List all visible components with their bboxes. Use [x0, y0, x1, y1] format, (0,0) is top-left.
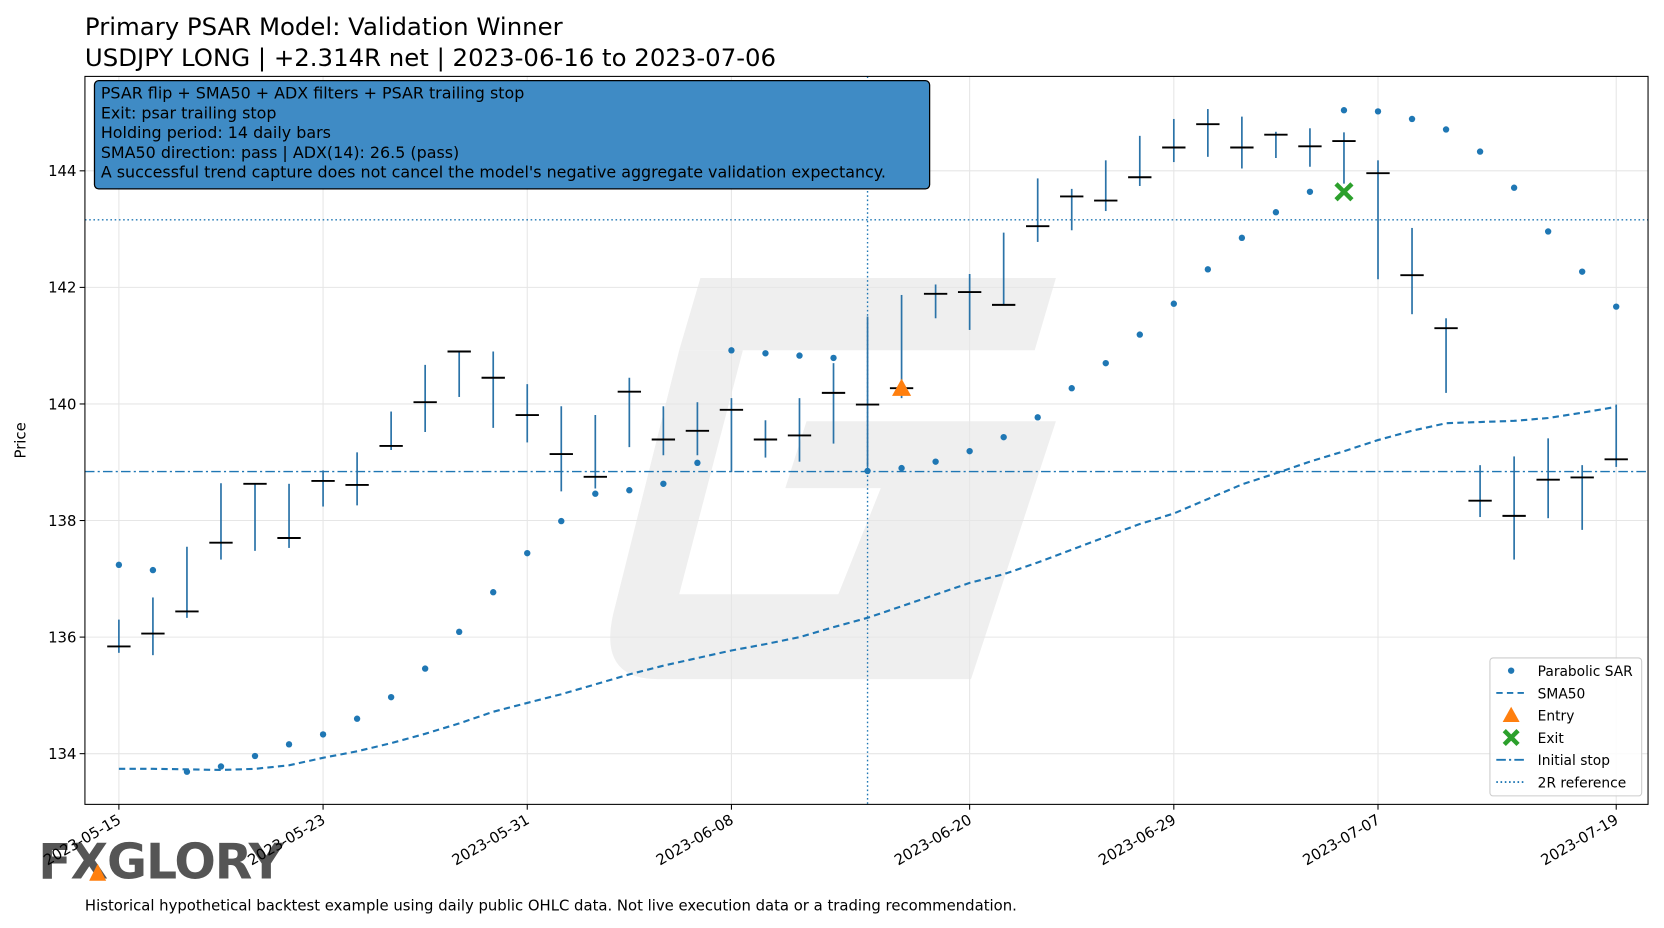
y-tick-label: 140	[48, 395, 76, 413]
legend-symbol	[1502, 706, 1520, 723]
x-tick-label: 2023-07-19	[1538, 810, 1622, 869]
psar-dot	[1374, 108, 1382, 115]
psar-dot	[626, 487, 633, 494]
psar-dot	[1306, 188, 1314, 195]
psar-dot	[1204, 266, 1212, 273]
annotation-line: PSAR flip + SMA50 + ADX filters + PSAR t…	[101, 84, 524, 103]
logo-accent	[89, 863, 107, 881]
psar-dot	[728, 347, 735, 354]
psar-dot	[660, 480, 667, 487]
psar-dot	[762, 350, 769, 357]
sma-line	[118, 405, 1617, 772]
x-tick-label: 2023-06-29	[1095, 810, 1179, 869]
psar-dot	[353, 715, 361, 722]
psar-dot	[1408, 115, 1416, 123]
psar-dot	[115, 561, 123, 569]
y-tick-label: 144	[48, 162, 76, 180]
psar-dot	[1034, 414, 1041, 421]
y-axis-label: Price	[12, 422, 30, 458]
psar-dot	[1442, 126, 1450, 133]
psar-dot	[1136, 331, 1143, 338]
legend-symbol	[1502, 729, 1520, 747]
psar-dot	[251, 752, 259, 760]
legend-label: Entry	[1538, 709, 1575, 725]
psar-dot	[217, 763, 225, 770]
psar-dot	[898, 464, 905, 472]
annotation-line: SMA50 direction: pass | ADX(14): 26.5 (p…	[101, 143, 459, 162]
psar-dot	[1578, 268, 1586, 275]
legend-symbol	[1507, 667, 1515, 674]
x-tick-label: 2023-07-07	[1299, 810, 1383, 869]
chart-subtitle: USDJPY LONG | +2.314R net | 2023-06-16 t…	[85, 43, 776, 72]
psar-dot	[796, 352, 803, 359]
legend-label: Initial stop	[1538, 753, 1610, 769]
legend-label: SMA50	[1538, 686, 1586, 702]
psar-dot	[149, 566, 157, 574]
x-tick-label: 2023-06-20	[891, 810, 975, 869]
psar-dot	[456, 628, 463, 636]
legend-label: 2R reference	[1538, 775, 1627, 791]
psar-dot	[285, 741, 293, 748]
exit-marker	[1334, 182, 1354, 202]
psar-dot	[558, 517, 565, 525]
y-tick-label: 138	[48, 512, 76, 530]
psar-dot	[524, 549, 531, 557]
psar-dot	[1613, 303, 1620, 310]
y-tick-label: 134	[48, 745, 76, 763]
background-watermark	[610, 278, 1056, 680]
psar-dot	[864, 467, 871, 475]
psar-dot	[387, 693, 395, 701]
annotation-box	[93, 80, 931, 190]
psar-dot	[1000, 433, 1007, 441]
psar-dot	[421, 665, 429, 672]
psar-dot	[1238, 234, 1246, 242]
psar-dot	[1340, 107, 1348, 114]
psar-dot	[694, 459, 701, 467]
y-tick-label: 136	[48, 628, 76, 646]
annotation-line: Holding period: 14 daily bars	[101, 123, 331, 142]
psar-dot	[1510, 184, 1518, 191]
legend-box	[1489, 657, 1643, 797]
legend-label: Exit	[1538, 731, 1565, 747]
x-tick-label: 2023-05-31	[449, 810, 533, 869]
psar-dot	[592, 490, 599, 497]
psar-dot	[1102, 359, 1109, 367]
y-tick-label: 142	[48, 279, 76, 297]
legend: Parabolic SAR SMA50 Entry Exit Initial stop 2…	[1489, 657, 1643, 797]
legend-label: Parabolic SAR	[1538, 664, 1633, 680]
annotation-line: Exit: psar trailing stop	[101, 103, 277, 122]
plot-frame	[84, 75, 1649, 805]
psar-dot	[319, 731, 327, 738]
annotation-line: A successful trend capture does not canc…	[101, 163, 886, 182]
psar-dot	[1476, 148, 1484, 155]
psar-dot	[1272, 209, 1280, 216]
psar-dot	[932, 458, 939, 465]
chart-title: Primary PSAR Model: Validation Winner	[85, 12, 564, 41]
logo: FXGLORY	[38, 834, 284, 891]
psar-dot	[1544, 228, 1552, 235]
entry-marker	[892, 378, 912, 396]
x-tick-label: 2023-06-08	[653, 810, 737, 869]
footer-note: Historical hypothetical backtest example…	[85, 896, 1017, 914]
psar-dot	[966, 447, 973, 455]
psar-dot	[490, 589, 497, 596]
psar-dot	[1170, 300, 1178, 307]
psar-dot	[1068, 385, 1075, 392]
psar-dot	[830, 354, 837, 362]
